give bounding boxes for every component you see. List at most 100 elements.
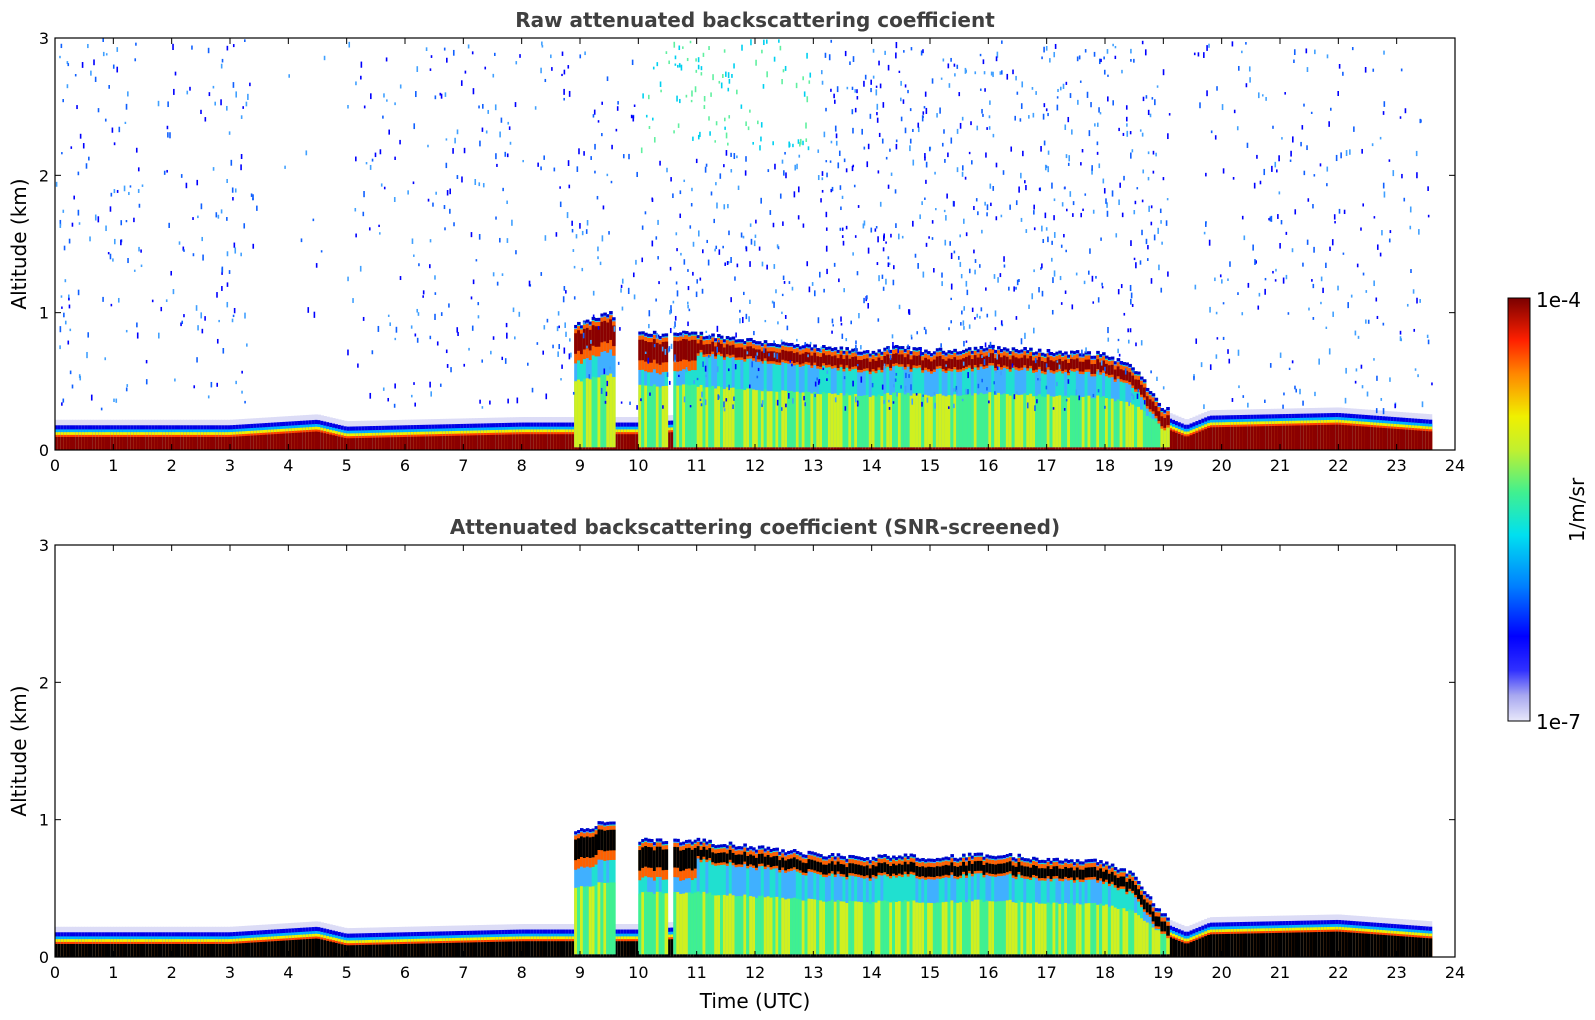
noise-speck	[1043, 103, 1046, 108]
cloud-core-cell	[693, 339, 698, 361]
noise-speck	[250, 193, 253, 197]
cloud-lower-cell	[652, 384, 657, 448]
cloud-core-cell	[1072, 359, 1077, 370]
noise-speck	[705, 330, 708, 333]
noise-speck	[761, 403, 763, 408]
cloud-lower-cell	[600, 374, 604, 448]
cloud-edge-cell	[1000, 349, 1004, 353]
cloud-core-cell	[658, 344, 663, 365]
noise-speck	[1149, 113, 1152, 118]
noise-speck	[730, 152, 732, 157]
cloud-edge-cell	[693, 331, 698, 335]
noise-speck	[413, 382, 415, 385]
cloud-lower-cell	[609, 373, 613, 448]
boundary-layer-cell	[110, 436, 114, 450]
boundary-layer-cell	[84, 436, 88, 450]
boundary-layer-cell	[1250, 426, 1255, 450]
cloud-core-cell	[833, 355, 838, 366]
noise-speck	[676, 248, 678, 252]
cloud-core-cell	[609, 319, 613, 340]
cloud-edge-cell	[1142, 379, 1147, 383]
noise-speck	[1215, 311, 1218, 315]
cloud-edge-cell	[676, 332, 680, 336]
cloud-lower-cell	[1011, 393, 1016, 448]
boundary-layer-cell	[262, 434, 266, 450]
noise-speck	[949, 241, 951, 246]
boundary-layer-cell	[1367, 426, 1372, 450]
noise-speck	[994, 327, 997, 331]
cloud-core-cell	[874, 360, 879, 371]
noise-speck	[394, 156, 396, 160]
noise-speck	[716, 346, 719, 353]
cloud-core-cell	[1005, 356, 1010, 367]
noise-speck	[730, 256, 732, 263]
noise-speck	[1129, 131, 1132, 135]
boundary-layer-cell	[486, 434, 491, 450]
noise-speck	[992, 133, 995, 138]
cloud-lower-cell	[1081, 396, 1086, 448]
noise-speck	[440, 312, 443, 316]
cloud-edge-cell	[638, 331, 642, 335]
noise-speck	[515, 61, 518, 65]
noise-speck	[1097, 389, 1100, 393]
noise-speck	[1040, 146, 1042, 152]
cloud-core-cell	[714, 346, 718, 357]
noise-speck	[668, 346, 671, 352]
noise-speck	[394, 102, 396, 106]
boundary-layer-cell	[553, 434, 558, 450]
cloud-lower-cell	[868, 396, 873, 448]
cloud-core-cell	[702, 344, 707, 355]
noise-speck	[843, 288, 845, 293]
noise-speck	[664, 348, 667, 355]
boundary-layer-cell	[221, 436, 225, 450]
cloud-lower-cell	[1102, 396, 1106, 448]
cloud-core-cell	[865, 358, 870, 369]
cloud-core-cell	[909, 359, 914, 370]
noise-speck	[760, 197, 762, 204]
noise-speck	[1019, 118, 1022, 122]
noise-speck	[996, 366, 999, 370]
boundary-layer-cell	[215, 436, 219, 450]
noise-speck	[1320, 276, 1323, 282]
noise-speck	[985, 152, 987, 158]
cloud-core-cell	[749, 346, 753, 357]
cloud-core-cell	[979, 354, 984, 365]
noise-speck	[116, 47, 119, 52]
noise-speck	[1325, 326, 1328, 329]
cloud-core-cell	[1008, 359, 1013, 370]
cloud-core-cell	[699, 340, 704, 350]
cloud-lower-cell	[1035, 395, 1039, 448]
cloud-core-cell	[1064, 359, 1068, 370]
cloud-lower-cell	[787, 391, 791, 448]
noise-speck	[568, 353, 571, 360]
cloud-core-cell	[950, 359, 954, 370]
noise-speck	[579, 223, 581, 229]
cloud-lower-cell	[1099, 397, 1103, 448]
noise-speck	[1372, 68, 1375, 72]
noise-speck	[895, 139, 898, 143]
noise-speck	[1009, 204, 1011, 210]
cloud-core-cell	[1145, 396, 1150, 407]
cloud-core-cell	[1052, 361, 1057, 372]
cloud-lower-cell	[880, 395, 884, 448]
cloud-edge-cell	[801, 345, 806, 349]
noise-speck	[1075, 389, 1078, 396]
noise-speck	[1306, 145, 1308, 151]
noise-speck	[917, 263, 919, 269]
cloud-core-cell	[1078, 361, 1083, 372]
noise-speck	[1053, 215, 1055, 221]
boundary-layer-cell	[559, 434, 564, 450]
noise-speck	[1096, 141, 1099, 146]
noise-speck	[936, 113, 938, 118]
cloud-lower-cell	[1046, 394, 1051, 448]
cloud-core-cell	[810, 355, 814, 366]
noise-speck	[821, 171, 824, 176]
boundary-layer-cell	[454, 435, 459, 450]
noise-speck	[867, 247, 870, 254]
noise-speck	[941, 142, 944, 147]
noise-speck	[1375, 297, 1378, 302]
noise-speck	[1107, 96, 1109, 102]
noise-speck	[726, 261, 729, 266]
cloud-lower-cell	[953, 394, 957, 448]
boundary-layer-cell	[1189, 435, 1194, 450]
